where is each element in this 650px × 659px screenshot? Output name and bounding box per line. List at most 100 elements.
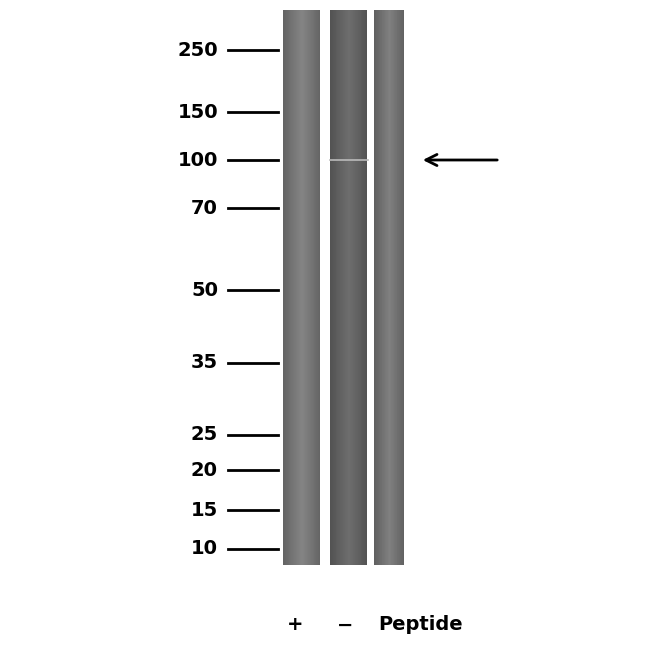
- Bar: [308, 10, 309, 565]
- Bar: [377, 10, 378, 565]
- Text: Peptide: Peptide: [378, 616, 463, 635]
- Bar: [342, 10, 343, 565]
- Text: 25: 25: [190, 426, 218, 445]
- Bar: [390, 10, 391, 565]
- Bar: [355, 10, 356, 565]
- Bar: [346, 10, 348, 565]
- Bar: [311, 10, 312, 565]
- Bar: [385, 10, 386, 565]
- Bar: [392, 10, 393, 565]
- Bar: [344, 10, 346, 565]
- Bar: [354, 10, 355, 565]
- Bar: [374, 10, 375, 565]
- Bar: [292, 10, 293, 565]
- Bar: [366, 10, 367, 565]
- Bar: [309, 10, 310, 565]
- Bar: [388, 10, 389, 565]
- Bar: [312, 10, 313, 565]
- Bar: [284, 10, 285, 565]
- Bar: [391, 10, 392, 565]
- Bar: [339, 10, 340, 565]
- Bar: [315, 10, 317, 565]
- Bar: [389, 10, 390, 565]
- Bar: [302, 10, 304, 565]
- Bar: [393, 10, 395, 565]
- Bar: [403, 10, 404, 565]
- Text: 50: 50: [191, 281, 218, 299]
- Bar: [348, 10, 350, 565]
- Bar: [352, 10, 353, 565]
- Bar: [387, 10, 388, 565]
- Bar: [333, 10, 335, 565]
- Bar: [291, 10, 292, 565]
- Bar: [379, 10, 380, 565]
- Bar: [289, 10, 291, 565]
- Text: 15: 15: [190, 500, 218, 519]
- Bar: [384, 10, 385, 565]
- Bar: [382, 10, 383, 565]
- Bar: [396, 10, 397, 565]
- Bar: [300, 10, 302, 565]
- Bar: [351, 10, 352, 565]
- Text: 250: 250: [177, 40, 218, 59]
- Bar: [340, 10, 341, 565]
- Bar: [335, 10, 337, 565]
- Bar: [363, 10, 364, 565]
- Bar: [318, 10, 319, 565]
- Bar: [376, 10, 377, 565]
- Text: +: +: [287, 616, 304, 635]
- Bar: [364, 10, 365, 565]
- Bar: [338, 10, 339, 565]
- Bar: [337, 10, 338, 565]
- Bar: [397, 10, 398, 565]
- Bar: [341, 10, 342, 565]
- Bar: [297, 10, 298, 565]
- Bar: [381, 10, 382, 565]
- Bar: [359, 10, 361, 565]
- Bar: [358, 10, 359, 565]
- Text: 35: 35: [191, 353, 218, 372]
- Bar: [306, 10, 307, 565]
- Bar: [319, 10, 320, 565]
- Bar: [283, 10, 284, 565]
- Bar: [293, 10, 294, 565]
- Bar: [402, 10, 403, 565]
- Bar: [317, 10, 318, 565]
- Bar: [299, 10, 300, 565]
- Text: 20: 20: [191, 461, 218, 480]
- Bar: [378, 10, 379, 565]
- Bar: [332, 10, 333, 565]
- Text: 10: 10: [191, 540, 218, 558]
- Bar: [401, 10, 402, 565]
- Bar: [304, 10, 306, 565]
- Bar: [295, 10, 296, 565]
- Bar: [398, 10, 400, 565]
- Bar: [296, 10, 297, 565]
- Bar: [294, 10, 295, 565]
- Bar: [310, 10, 311, 565]
- Bar: [380, 10, 381, 565]
- Bar: [343, 10, 344, 565]
- Text: 100: 100: [177, 150, 218, 169]
- Text: 70: 70: [191, 198, 218, 217]
- Bar: [330, 10, 331, 565]
- Bar: [313, 10, 315, 565]
- Bar: [285, 10, 286, 565]
- Bar: [353, 10, 354, 565]
- Text: 150: 150: [177, 103, 218, 121]
- Bar: [395, 10, 396, 565]
- Bar: [400, 10, 401, 565]
- Bar: [357, 10, 358, 565]
- Bar: [361, 10, 363, 565]
- Bar: [386, 10, 387, 565]
- Bar: [298, 10, 299, 565]
- Bar: [331, 10, 332, 565]
- Text: −: −: [337, 616, 353, 635]
- Bar: [356, 10, 357, 565]
- Bar: [286, 10, 287, 565]
- Bar: [350, 10, 351, 565]
- Bar: [365, 10, 366, 565]
- Bar: [307, 10, 308, 565]
- Bar: [287, 10, 289, 565]
- Bar: [375, 10, 376, 565]
